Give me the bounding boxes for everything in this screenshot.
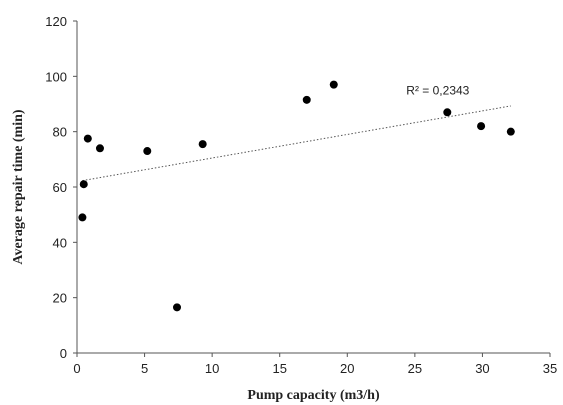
data-point <box>78 213 87 222</box>
data-point <box>302 95 311 104</box>
r-squared-annotation: R² = 0,2343 <box>406 83 469 97</box>
data-point <box>477 122 486 131</box>
x-tick-label: 25 <box>408 361 422 376</box>
x-tick-labels: 0 5 10 15 20 25 30 35 <box>73 353 557 376</box>
data-point <box>329 80 338 89</box>
x-tick-label: 0 <box>73 361 80 376</box>
data-point <box>79 180 88 189</box>
y-tick-label: 0 <box>60 346 67 361</box>
y-tick-label: 60 <box>53 180 67 195</box>
x-tick-label: 35 <box>543 361 557 376</box>
data-point <box>143 147 152 156</box>
y-tick-label: 80 <box>53 125 67 140</box>
data-points <box>78 80 515 312</box>
y-tick-labels: 0 20 40 60 80 100 120 <box>45 14 77 361</box>
x-tick-label: 30 <box>475 361 489 376</box>
data-point <box>95 144 104 153</box>
x-tick-label: 10 <box>205 361 219 376</box>
x-tick-label: 5 <box>141 361 148 376</box>
axes <box>76 21 550 354</box>
x-axis-title: Pump capacity (m3/h) <box>247 388 380 403</box>
data-point <box>443 108 452 117</box>
y-tick-label: 120 <box>45 14 67 29</box>
y-axis-title: Average repair time (min) <box>11 109 26 264</box>
x-tick-label: 15 <box>272 361 286 376</box>
y-tick-label: 40 <box>53 235 67 250</box>
trendline <box>82 105 511 182</box>
data-point <box>173 303 182 312</box>
data-point <box>506 127 515 136</box>
data-point <box>83 134 92 143</box>
y-tick-label: 20 <box>53 291 67 306</box>
y-tick-label: 100 <box>45 69 67 84</box>
x-tick-label: 20 <box>340 361 354 376</box>
data-point <box>198 140 207 149</box>
